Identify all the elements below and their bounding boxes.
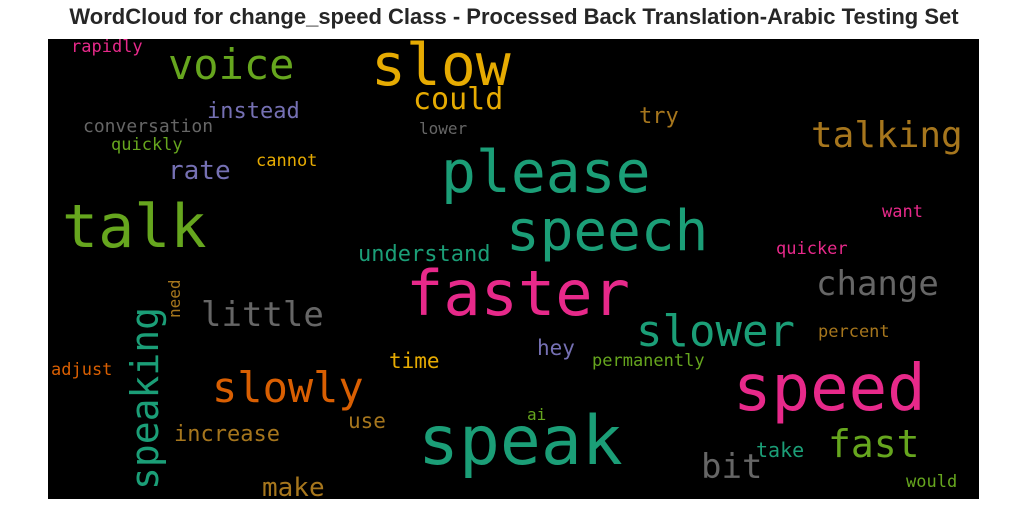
word-understand: understand [358,242,491,267]
word-speed: speed [733,352,926,426]
word-slowly: slowly [212,363,364,412]
word-speak: speak [418,402,623,481]
word-lower: lower [419,119,468,138]
word-quickly: quickly [111,135,183,155]
word-hey: hey [537,336,575,360]
word-permanently: permanently [592,351,705,371]
word-make: make [262,473,325,499]
word-instead: instead [207,99,300,124]
word-faster: faster [406,257,630,330]
word-cannot: cannot [256,151,318,171]
word-increase: increase [174,422,280,447]
word-speech: speech [506,199,709,264]
word-please: please [441,138,651,206]
word-would: would [906,472,958,492]
word-change: change [816,264,939,304]
word-fast: fast [828,422,920,466]
word-want: want [882,202,923,222]
word-speaking: speaking [123,306,167,490]
word-talking: talking [811,115,963,156]
word-talk: talk [62,192,207,262]
word-slower: slower [636,306,795,357]
word-try: try [639,104,679,129]
word-rate: rate [168,156,231,186]
word-take: take [756,438,805,462]
word-need: need [165,279,184,318]
word-time: time [389,349,440,373]
word-could: could [413,82,504,117]
word-quicker: quicker [776,239,848,259]
word-conversation: conversation [83,116,214,137]
word-slow: slow [371,39,511,99]
word-voice: voice [168,40,295,89]
word-use: use [348,409,386,433]
chart-title: WordCloud for change_speed Class - Proce… [69,4,959,29]
word-ai: ai [527,405,547,424]
word-adjust: adjust [51,360,113,380]
word-little: little [201,295,324,335]
word-percent: percent [818,322,890,342]
word-cloud: slow please talk speech faster speak spe… [48,39,979,499]
word-rapidly: rapidly [71,39,143,57]
word-bit: bit [701,447,763,487]
